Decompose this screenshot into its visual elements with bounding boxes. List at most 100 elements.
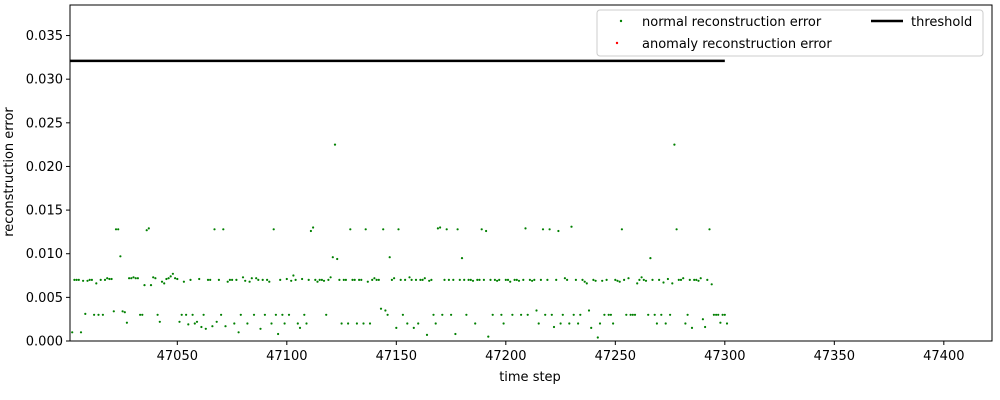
normal-error-point [460, 257, 464, 260]
y-tick-label: 0.030 [26, 73, 63, 88]
axes: 47050 47100 47150 47200 47250 47300 47350 47400… [26, 4, 993, 364]
normal-error-point [679, 278, 683, 281]
normal-error-point [443, 278, 446, 281]
normal-error-point [351, 278, 354, 281]
normal-error-point [224, 325, 227, 328]
normal-error-point [252, 313, 256, 316]
normal-error-point [204, 327, 207, 330]
normal-error-point [239, 313, 242, 316]
normal-error-point [445, 228, 448, 231]
normal-error-point [79, 331, 83, 334]
normal-error-point [226, 280, 229, 283]
normal-error-point [274, 313, 277, 316]
normal-error-point [169, 275, 172, 278]
normal-error-point [500, 313, 503, 316]
normal-error-point [579, 313, 582, 316]
normal-error-point [257, 278, 260, 281]
y-tick-label: 0.010 [26, 247, 63, 262]
normal-error-point [471, 279, 475, 282]
normal-error-point [329, 276, 332, 279]
normal-error-point [279, 278, 282, 281]
normal-error-point [270, 322, 273, 325]
normal-error-point [644, 279, 648, 282]
normal-error-point [220, 313, 223, 316]
normal-error-point [618, 280, 621, 283]
normal-error-point [669, 313, 672, 316]
normal-error-point [693, 278, 696, 281]
normal-error-point [550, 313, 553, 316]
x-tick-label: 47200 [485, 349, 526, 364]
normal-error-point [390, 278, 393, 281]
normal-error-point [664, 322, 667, 325]
normal-error-point [708, 228, 711, 231]
normal-error-point [594, 279, 597, 282]
legend-anomaly-marker [615, 41, 619, 45]
normal-error-point [235, 278, 238, 281]
normal-error-point [463, 278, 466, 281]
normal-error-point [699, 277, 702, 280]
normal-error-point [93, 313, 96, 316]
normal-error-point [671, 282, 674, 285]
normal-error-point [187, 323, 190, 326]
y-tick-label: 0.035 [26, 29, 63, 44]
normal-error-point [662, 281, 665, 284]
y-tick-label: 0.025 [26, 116, 63, 131]
normal-error-point [147, 227, 150, 230]
normal-error-point [75, 278, 78, 281]
normal-error-point [417, 322, 420, 325]
normal-error-point [616, 279, 619, 282]
normal-error-point [285, 277, 288, 281]
normal-error-point [366, 280, 369, 283]
normal-error-point [649, 257, 652, 260]
normal-error-point [598, 322, 602, 325]
normal-error-point [633, 313, 637, 316]
normal-error-point [625, 313, 628, 316]
normal-error-point [603, 313, 606, 316]
normal-error-point [316, 280, 319, 283]
normal-error-point [244, 279, 247, 282]
normal-error-point [607, 313, 610, 316]
normal-error-point [382, 228, 385, 231]
normal-error-point [478, 278, 481, 281]
normal-error-point [344, 278, 347, 281]
normal-error-point [682, 277, 685, 280]
normal-error-point [364, 228, 367, 231]
normal-error-point [255, 277, 258, 280]
normal-error-point [86, 279, 89, 282]
normal-error-point [312, 226, 315, 229]
normal-error-point [629, 313, 632, 316]
normal-error-point [358, 278, 361, 281]
normal-error-point [353, 278, 356, 281]
normal-error-point [651, 278, 654, 281]
normal-error-point [95, 282, 98, 285]
normal-error-point [498, 278, 501, 281]
normal-error-point [213, 228, 216, 231]
legend-anomaly-label: anomaly reconstruction error [642, 37, 832, 52]
y-tick-label: 0.015 [26, 204, 63, 219]
normal-error-point [614, 278, 617, 281]
normal-error-point [695, 278, 698, 281]
normal-error-point [110, 277, 113, 281]
normal-error-point [349, 228, 352, 231]
normal-error-point [101, 313, 104, 316]
normal-error-point [340, 322, 343, 325]
normal-error-point [193, 322, 196, 325]
x-tick-label: 47350 [814, 349, 855, 364]
normal-error-point [248, 280, 251, 283]
normal-error-point [399, 278, 402, 281]
normal-error-point [642, 278, 645, 281]
normal-error-point [88, 278, 91, 281]
normal-error-point [476, 278, 479, 281]
normal-error-point [715, 313, 718, 316]
normal-error-point [384, 309, 387, 312]
normal-error-point [439, 226, 442, 229]
normal-error-point [419, 278, 422, 281]
normal-error-point [506, 278, 510, 281]
normal-error-point [189, 278, 192, 281]
normal-error-point [128, 277, 131, 280]
normal-error-point [152, 276, 155, 279]
normal-error-point [647, 313, 650, 316]
normal-error-point [136, 277, 139, 280]
